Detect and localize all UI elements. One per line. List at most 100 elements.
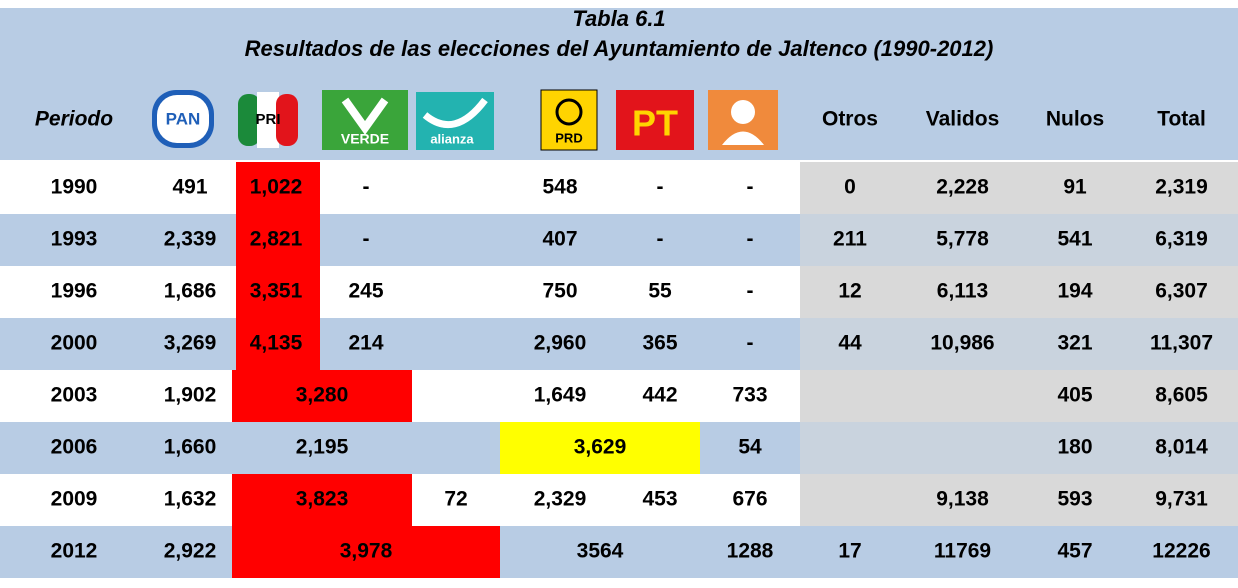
cell-value: 1,022 [250, 176, 303, 199]
row-period: 2000 [51, 332, 98, 355]
cell-value: 3,269 [164, 332, 217, 355]
column-header: Periodo [35, 108, 113, 131]
logo-prd: PRD [540, 89, 598, 151]
cell-highlight [236, 318, 320, 370]
totals-band [800, 214, 1238, 266]
cell-value: 2,960 [534, 332, 587, 355]
cell-value: 9,731 [1155, 488, 1208, 511]
cell-value: 2,319 [1155, 176, 1208, 199]
row-period: 2009 [51, 488, 98, 511]
cell-value: 9,138 [936, 488, 989, 511]
cell-value: 3,351 [250, 280, 303, 303]
cell-value: 6,307 [1155, 280, 1208, 303]
cell-value: 2,821 [250, 228, 303, 251]
cell-value: 11769 [934, 540, 991, 563]
cell-value: - [747, 176, 754, 199]
logo-text: PT [632, 103, 678, 144]
cell-value: 12 [838, 280, 861, 303]
cell-highlight [236, 214, 320, 266]
row-period: 1990 [51, 176, 98, 199]
cell-value: 2,329 [534, 488, 587, 511]
cell-value: 1,902 [164, 384, 217, 407]
cell-highlight [236, 162, 320, 214]
cell-value: 4,135 [250, 332, 303, 355]
cell-value: - [363, 228, 370, 251]
cell-value: 676 [732, 488, 767, 511]
logo-text: VERDE [341, 131, 389, 147]
cell-value: 541 [1057, 228, 1092, 251]
totals-band [800, 422, 1238, 474]
cell-value: 17 [838, 540, 861, 563]
logo-movimiento [708, 90, 778, 150]
cell-value: 3,823 [296, 488, 349, 511]
column-header: Validos [926, 108, 1000, 131]
logo-text: alianza [430, 131, 474, 146]
cell-value: - [657, 228, 664, 251]
column-header: Nulos [1046, 108, 1104, 131]
cell-value: - [747, 280, 754, 303]
cell-highlight [232, 526, 500, 578]
cell-value: 548 [542, 176, 577, 199]
cell-value: 44 [838, 332, 862, 355]
column-header: Total [1157, 108, 1206, 131]
cell-value: 405 [1057, 384, 1092, 407]
row-period: 2012 [51, 540, 98, 563]
logo-verde: VERDE [322, 90, 408, 150]
totals-band [800, 266, 1238, 318]
row-band [0, 526, 1238, 578]
cell-value: 407 [542, 228, 577, 251]
totals-band [800, 318, 1238, 370]
row-period: 2003 [51, 384, 98, 407]
cell-value: 1288 [727, 540, 774, 563]
table-title: Tabla 6.1 [572, 6, 665, 31]
logo-text: PRI [255, 111, 280, 128]
cell-value: 11,307 [1150, 332, 1213, 355]
logo-pri: PRI [238, 92, 298, 148]
column-header: Otros [822, 108, 878, 131]
cell-value: 91 [1063, 176, 1087, 199]
cell-value: 2,228 [936, 176, 989, 199]
logo-pt: PT [616, 90, 694, 150]
cell-value: 10,986 [930, 332, 994, 355]
cell-value: 5,778 [936, 228, 989, 251]
cell-value: 8,014 [1155, 436, 1208, 459]
row-period: 1996 [51, 280, 98, 303]
logo-text: PRD [555, 130, 582, 145]
table-subtitle: Resultados de las elecciones del Ayuntam… [245, 36, 994, 61]
cell-value: 3,280 [296, 384, 349, 407]
cell-value: 2,922 [164, 540, 217, 563]
cell-value: 750 [542, 280, 577, 303]
cell-value: 3564 [577, 540, 624, 563]
cell-value: 491 [172, 176, 207, 199]
row-period: 1993 [51, 228, 98, 251]
cell-highlight [236, 266, 320, 318]
logo-alianza: alianza [416, 92, 494, 150]
cell-value: 1,649 [534, 384, 587, 407]
cell-value: 55 [648, 280, 672, 303]
cell-value: 0 [844, 176, 856, 199]
cell-highlight [500, 422, 700, 474]
logo-text: PAN [166, 109, 201, 128]
cell-highlight [232, 474, 412, 526]
cell-value: 72 [444, 488, 467, 511]
cell-value: 214 [348, 332, 383, 355]
cell-value: 6,113 [937, 280, 988, 303]
cell-value: 733 [732, 384, 767, 407]
cell-value: - [747, 228, 754, 251]
cell-value: 2,195 [296, 436, 349, 459]
cell-value: 3,978 [340, 540, 393, 563]
totals-band [800, 162, 1238, 214]
cell-value: 2,339 [164, 228, 217, 251]
cell-value: 194 [1057, 280, 1092, 303]
cell-value: 6,319 [1155, 228, 1208, 251]
cell-value: 1,686 [164, 280, 217, 303]
totals-band [800, 370, 1238, 422]
cell-value: - [363, 176, 370, 199]
cell-value: 593 [1057, 488, 1092, 511]
cell-value: 245 [348, 280, 383, 303]
cell-highlight [232, 370, 412, 422]
cell-value: 321 [1057, 332, 1092, 355]
cell-value: - [657, 176, 664, 199]
cell-value: 8,605 [1155, 384, 1208, 407]
row-period: 2006 [51, 436, 98, 459]
